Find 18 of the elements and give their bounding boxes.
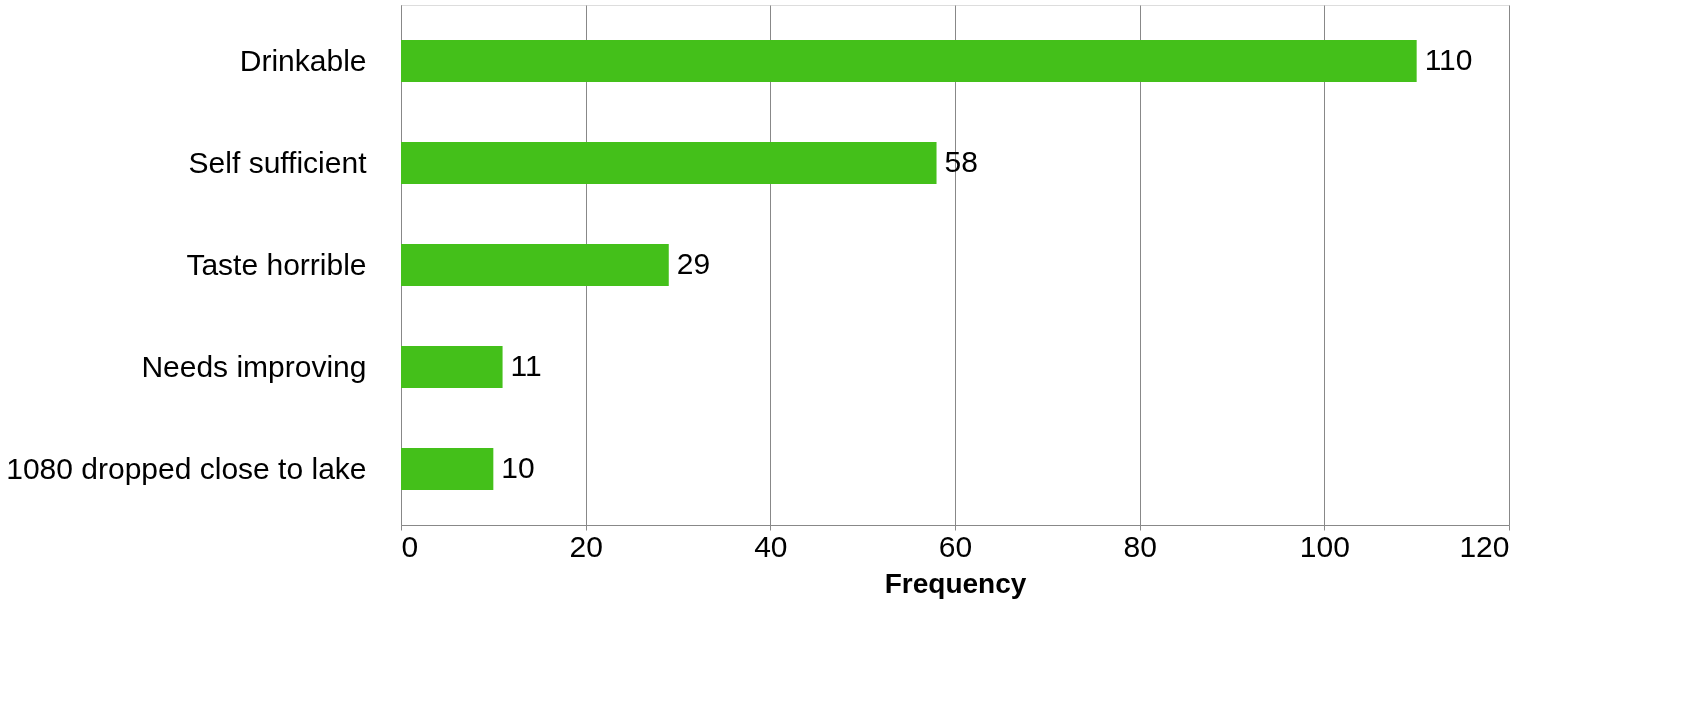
y-tick-label: Drinkable [239,43,367,77]
data-label: 10 [501,451,535,484]
data-label: 29 [676,247,711,280]
data-label: 58 [944,145,978,178]
x-tick-label: 40 [754,529,788,563]
x-axis-title: Frequency [884,567,1027,599]
x-tick-label: 80 [1123,529,1157,563]
y-tick-label: Self sufficient [188,145,368,179]
x-tick-label: 120 [1459,529,1510,563]
x-tick-label: 20 [569,529,603,563]
x-tick-label: 60 [938,529,973,563]
y-tick-label: Needs improving [141,349,367,383]
data-label: 110 [1424,43,1473,76]
x-tick-label: 100 [1299,529,1350,563]
y-tick-label: 1080 dropped close to lake [6,451,367,485]
x-tick-label: 0 [401,529,419,563]
data-label: 11 [510,349,542,382]
y-tick-label: Taste horrible [186,247,367,281]
